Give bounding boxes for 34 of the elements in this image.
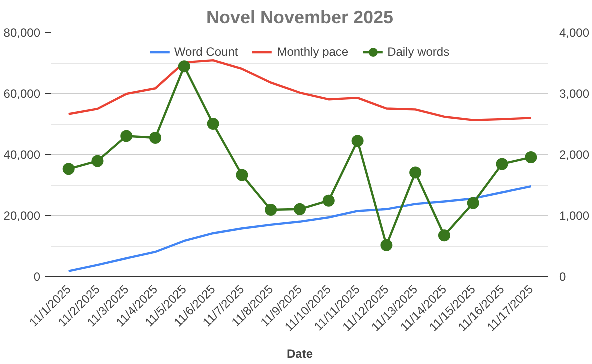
legend-label: Monthly pace bbox=[277, 45, 349, 59]
point bbox=[265, 204, 278, 216]
point bbox=[294, 203, 306, 216]
point bbox=[178, 60, 190, 73]
chart-title: Novel November 2025 bbox=[206, 8, 394, 28]
x-axis-title: Date bbox=[286, 347, 314, 362]
line-series bbox=[68, 59, 532, 122]
point bbox=[410, 166, 422, 179]
point bbox=[236, 169, 248, 182]
point bbox=[92, 155, 104, 168]
point bbox=[150, 132, 162, 144]
point bbox=[322, 194, 335, 207]
y2-tick-label: 3,000 bbox=[560, 87, 590, 101]
y-tick-label: 60,000 bbox=[4, 87, 41, 101]
y-tick-label: 0 bbox=[34, 270, 41, 284]
point bbox=[525, 152, 538, 164]
point bbox=[380, 239, 393, 252]
y2-tick-label: 2,000 bbox=[560, 148, 590, 162]
y-tick-label: 20,000 bbox=[4, 209, 41, 223]
y-tick-label: 40,000 bbox=[4, 148, 41, 162]
legend-label: Word Count bbox=[174, 45, 238, 59]
y2-tick-label: 0 bbox=[560, 270, 566, 284]
point bbox=[62, 163, 75, 176]
point bbox=[120, 130, 133, 142]
point bbox=[496, 158, 508, 170]
line-series bbox=[68, 185, 532, 272]
point bbox=[438, 230, 450, 242]
point bbox=[207, 118, 220, 130]
y2-tick-label: 4,000 bbox=[560, 26, 590, 40]
y2-tick-label: 1,000 bbox=[560, 209, 590, 223]
point bbox=[352, 135, 364, 148]
y-tick-label: 80,000 bbox=[4, 26, 41, 40]
point bbox=[467, 197, 480, 210]
legend-label: Daily words bbox=[388, 45, 450, 59]
